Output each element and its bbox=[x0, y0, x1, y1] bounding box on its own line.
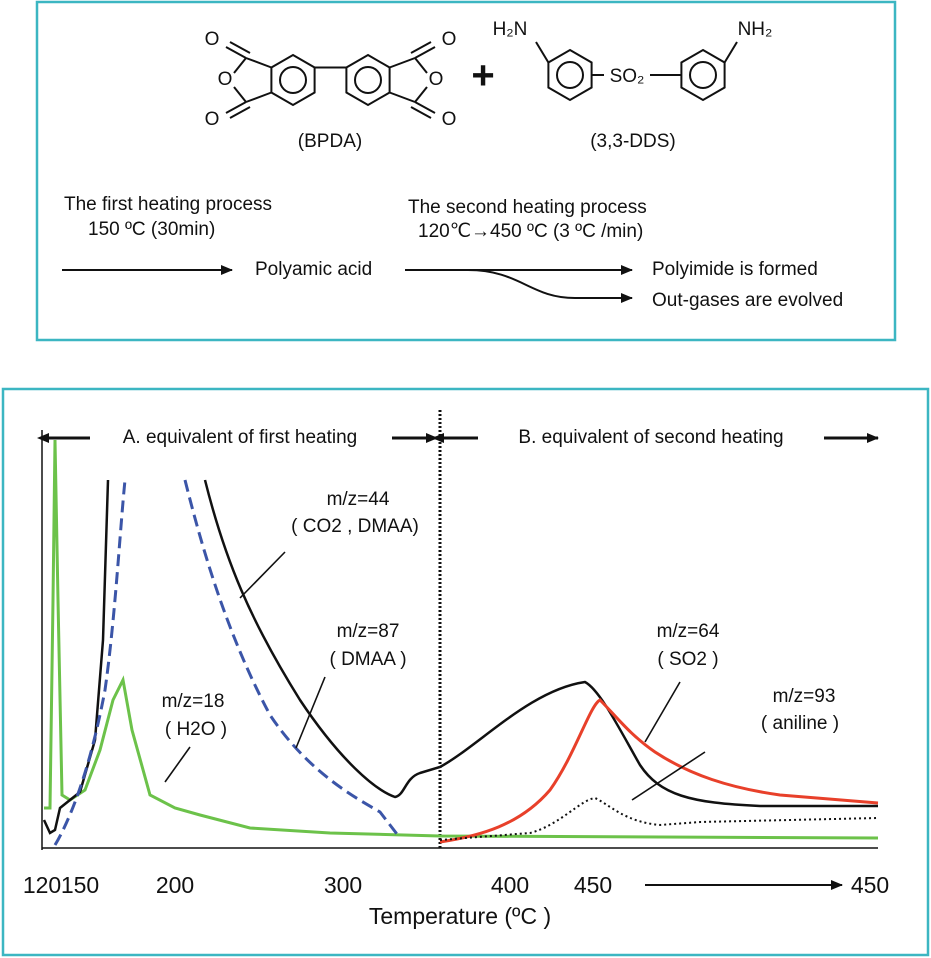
step-condition: 120℃→450 ºC (3 ºC /min) bbox=[418, 221, 643, 242]
x-tick-label: 120 bbox=[23, 872, 61, 898]
curve-label: m/z=64 bbox=[657, 621, 720, 642]
x-tick-label: 400 bbox=[491, 872, 529, 898]
curve-label: ( CO2 , DMAA) bbox=[291, 516, 419, 537]
region-label: B. equivalent of second heating bbox=[518, 427, 783, 448]
curve-mz64 bbox=[439, 698, 879, 844]
x-axis-label: Temperature (ºC ) bbox=[369, 903, 551, 929]
bpda-structure bbox=[225, 41, 436, 119]
atom: O bbox=[205, 29, 220, 50]
step-title: The first heating process bbox=[64, 194, 272, 215]
curve-label: ( aniline ) bbox=[761, 713, 839, 734]
amine: H₂N bbox=[493, 19, 528, 40]
region-label: A. equivalent of first heating bbox=[123, 427, 357, 448]
curve-label: m/z=87 bbox=[337, 621, 400, 642]
atom: O bbox=[205, 109, 220, 130]
x-tick-label: 450 bbox=[851, 872, 889, 898]
leader-line bbox=[164, 746, 191, 783]
leader-line bbox=[644, 681, 681, 743]
atom: O bbox=[442, 29, 457, 50]
curve-mz87 bbox=[183, 479, 402, 839]
intermediate: Polyamic acid bbox=[255, 259, 372, 280]
x-tick-label: 450 bbox=[574, 872, 612, 898]
compound-label: (BPDA) bbox=[298, 131, 362, 152]
atom: O bbox=[429, 69, 444, 90]
x-tick-label: 150 bbox=[61, 872, 99, 898]
compound-label: (3,3-DDS) bbox=[590, 131, 676, 152]
x-tick-label: 300 bbox=[324, 872, 362, 898]
plus: + bbox=[471, 54, 494, 98]
curve-mz87 bbox=[53, 479, 127, 846]
curve-label: ( DMAA ) bbox=[329, 649, 406, 670]
step-condition: 150 ºC (30min) bbox=[88, 219, 215, 240]
step-title: The second heating process bbox=[408, 197, 647, 218]
atom: O bbox=[442, 109, 457, 130]
outcome: Polyimide is formed bbox=[652, 259, 818, 280]
curve-label: m/z=18 bbox=[162, 691, 225, 712]
leader-line bbox=[295, 676, 326, 749]
bridge: SO₂ bbox=[610, 66, 645, 87]
curve-mz44 bbox=[203, 479, 878, 808]
curve-label: ( SO2 ) bbox=[657, 649, 718, 670]
scheme-box bbox=[35, 0, 897, 342]
curve-label: m/z=93 bbox=[773, 686, 836, 707]
curve-label: m/z=44 bbox=[327, 489, 390, 510]
chart-box bbox=[1, 387, 930, 957]
x-ticks: 120 150 200 300 400 450 450 bbox=[23, 872, 889, 898]
leader-line bbox=[631, 751, 706, 801]
x-tick-label: 200 bbox=[156, 872, 194, 898]
atom: O bbox=[218, 69, 233, 90]
curve-mz18 bbox=[44, 439, 879, 840]
amine: NH₂ bbox=[738, 19, 773, 40]
curve-mz93 bbox=[439, 796, 879, 841]
curve-label: ( H2O ) bbox=[165, 719, 227, 740]
arrow bbox=[467, 269, 633, 303]
leader-line bbox=[239, 551, 286, 599]
dds-structure bbox=[535, 41, 738, 102]
curve-mz44 bbox=[42, 479, 110, 835]
outcome: Out-gases are evolved bbox=[652, 290, 843, 311]
